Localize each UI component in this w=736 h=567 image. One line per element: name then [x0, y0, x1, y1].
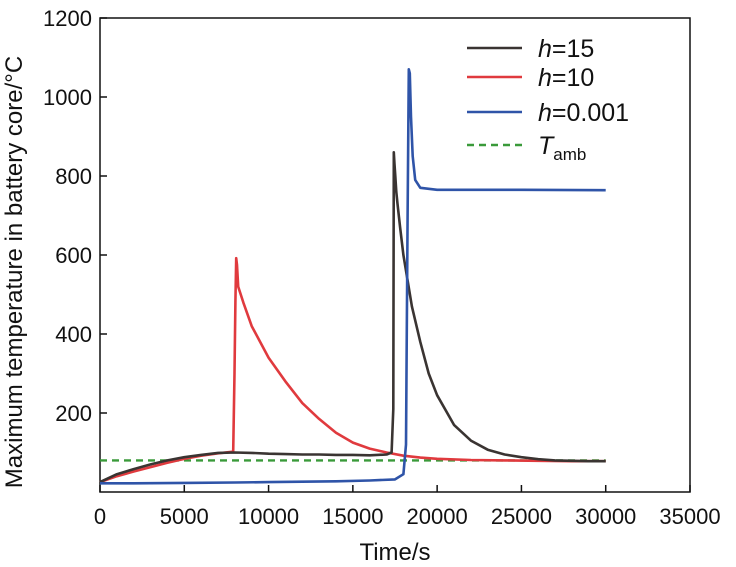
- x-axis-title: Time/s: [359, 539, 430, 566]
- y-axis-ticks: 200 400 600 800 1000 1200: [43, 6, 107, 426]
- x-tick-label: 0: [94, 504, 106, 529]
- x-tick-label: 5000: [160, 504, 209, 529]
- series-line-h-15: [99, 151, 606, 484]
- y-tick-label: 200: [55, 401, 92, 426]
- x-tick-label: 30000: [575, 504, 636, 529]
- x-axis-ticks: 0 5000 10000 15000 20000 25000 30000 35000: [94, 485, 721, 529]
- series-line-h-0-001: [100, 68, 606, 485]
- legend: h=15h=10 h=0.001 Tamb: [467, 35, 629, 164]
- legend-label: Tamb: [538, 132, 586, 164]
- series-line-h-10: [99, 256, 606, 484]
- legend-label: h=15: [538, 35, 594, 63]
- x-tick-label: 20000: [407, 504, 468, 529]
- series-layer: [99, 68, 606, 485]
- y-tick-label: 600: [55, 243, 92, 268]
- x-tick-label: 25000: [491, 504, 552, 529]
- legend-label: h=10: [538, 64, 594, 92]
- y-tick-label: 800: [55, 164, 92, 189]
- x-tick-label: 10000: [238, 504, 299, 529]
- y-tick-label: 400: [55, 322, 92, 347]
- y-tick-label: 1200: [43, 6, 92, 31]
- x-tick-label: 15000: [322, 504, 383, 529]
- y-tick-label: 1000: [43, 85, 92, 110]
- x-tick-label: 35000: [659, 504, 720, 529]
- legend-label: h=0.001: [538, 99, 629, 127]
- y-axis-title: Maximum temperature in battery core/°C: [1, 56, 28, 488]
